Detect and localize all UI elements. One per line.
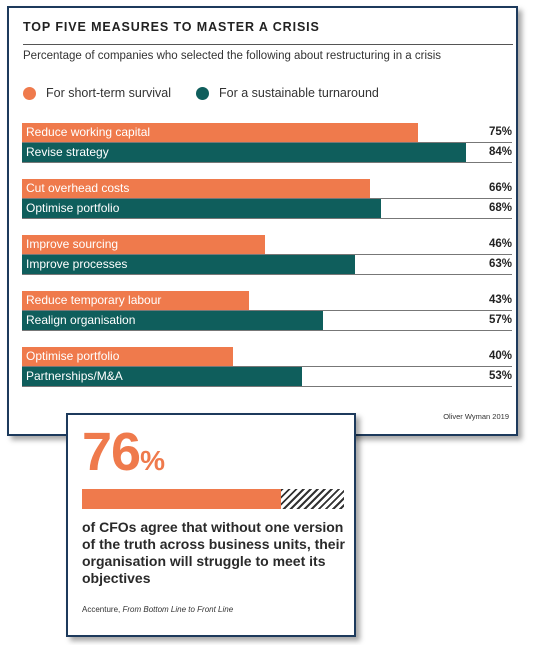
bar-short-term-5 (22, 347, 234, 366)
bar-value-sustainable-3: 63% (488, 258, 512, 270)
bar-value-short-term-3: 46% (488, 238, 512, 250)
bar-label-short-term-5: Optimise portfolio (26, 349, 120, 363)
bar-label-short-term-4: Reduce temporary labour (26, 293, 162, 307)
bar-label-short-term-1: Reduce working capital (26, 125, 151, 139)
title-divider (23, 44, 513, 45)
row-rule (22, 386, 512, 387)
progress-fill (82, 489, 281, 509)
chart-source: Oliver Wyman 2019 (443, 412, 509, 421)
bar-label-sustainable-2: Optimise portfolio (26, 201, 120, 215)
bar-sustainable-1 (22, 143, 466, 162)
bar-value-short-term-4: 43% (488, 294, 512, 306)
bar-short-term-3 (22, 235, 265, 254)
stat-progress-bar (82, 489, 344, 509)
bar-label-sustainable-3: Improve processes (26, 257, 128, 271)
row-rule (22, 310, 512, 311)
stat-description: of CFOs agree that without one version o… (82, 519, 345, 586)
bar-value-sustainable-4: 57% (488, 314, 512, 326)
legend-label-sustainable: For a sustainable turnaround (219, 86, 379, 100)
bar-sustainable-3 (22, 255, 355, 274)
legend-swatch-sustainable (196, 86, 210, 100)
row-rule (22, 198, 512, 199)
progress-remainder (281, 489, 344, 509)
bar-value-sustainable-5: 53% (488, 370, 512, 382)
chart-subtitle: Percentage of companies who selected the… (23, 50, 442, 62)
bar-value-short-term-1: 75% (488, 126, 512, 138)
chart-card: TOP FIVE MEASURES TO MASTER A CRISIS Per… (7, 6, 518, 436)
legend-swatch-short-term (23, 86, 36, 100)
row-rule (22, 254, 512, 255)
bar-label-short-term-3: Improve sourcing (26, 237, 119, 251)
bar-label-sustainable-4: Realign organisation (26, 313, 136, 327)
stat-big-number: 76% (82, 425, 165, 479)
stat-unit: % (140, 445, 165, 476)
chart-legend: For short-term survival For a sustainabl… (23, 86, 404, 100)
bar-value-short-term-2: 66% (488, 182, 512, 194)
stat-source: Accenture, From Bottom Line to Front Lin… (82, 605, 233, 614)
chart-title: TOP FIVE MEASURES TO MASTER A CRISIS (23, 20, 320, 34)
bar-label-short-term-2: Cut overhead costs (26, 181, 130, 195)
stat-number: 76 (82, 422, 141, 482)
legend-item-short-term: For short-term survival (23, 86, 171, 100)
bar-label-sustainable-5: Partnerships/M&A (26, 369, 123, 383)
bar-chart: Reduce working capital 75% Revise strategy… (9, 8, 516, 434)
bar-sustainable-4 (22, 311, 323, 330)
bar-value-sustainable-2: 68% (488, 202, 512, 214)
row-rule (22, 330, 512, 331)
stat-source-title: From Bottom Line to Front Line (122, 605, 234, 614)
bar-value-sustainable-1: 84% (488, 146, 512, 158)
bar-sustainable-5 (22, 367, 302, 386)
row-rule (22, 142, 512, 143)
legend-label-short-term: For short-term survival (46, 86, 172, 100)
row-rule (22, 366, 512, 367)
bar-short-term-1 (22, 123, 418, 142)
row-rule (22, 274, 512, 275)
stat-card: 76% of CFOs agree that without one versi… (66, 413, 356, 637)
row-rule (22, 162, 512, 163)
bar-label-sustainable-1: Revise strategy (26, 145, 109, 159)
bar-sustainable-2 (22, 199, 382, 218)
bar-short-term-4 (22, 291, 250, 310)
legend-item-sustainable: For a sustainable turnaround (196, 86, 379, 100)
bar-value-short-term-5: 40% (488, 350, 512, 362)
bar-short-term-2 (22, 179, 371, 198)
row-rule (22, 218, 512, 219)
stat-source-author: Accenture, (82, 605, 123, 614)
